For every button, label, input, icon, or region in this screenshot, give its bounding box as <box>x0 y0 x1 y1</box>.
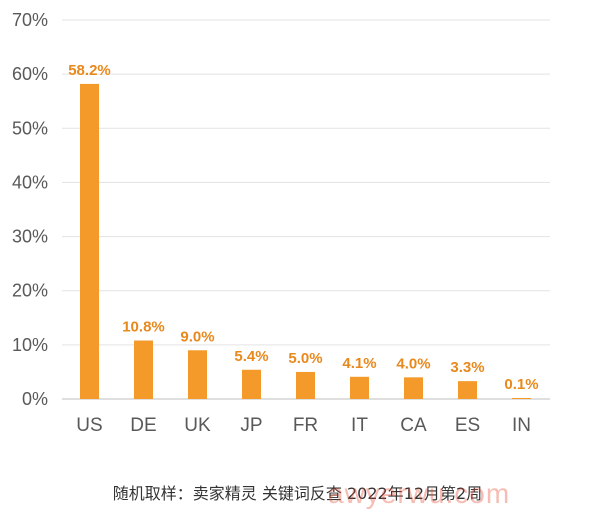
data-label-ca: 4.0% <box>396 355 430 372</box>
data-label-it: 4.1% <box>342 355 376 372</box>
category-label-ca: CA <box>400 415 427 436</box>
data-label-uk: 9.0% <box>180 328 214 345</box>
bar-fr <box>296 371 315 399</box>
y-tick-label: 40% <box>12 172 48 192</box>
data-label-in: 0.1% <box>504 376 538 393</box>
category-label-it: IT <box>351 415 368 436</box>
bar-de <box>134 340 153 399</box>
category-label-in: IN <box>512 415 531 436</box>
bar-chart: 0% 10% 20% 30% 40% 50% 60% 70% 58.2% 10.8% 9.0% 5.… <box>12 10 550 436</box>
data-label-fr: 5.0% <box>288 350 322 367</box>
data-label-es: 3.3% <box>450 359 484 376</box>
category-label-fr: FR <box>293 415 318 436</box>
y-tick-label: 10% <box>12 335 48 355</box>
category-label-us: US <box>76 415 102 436</box>
y-tick-label: 60% <box>12 64 48 84</box>
data-label-jp: 5.4% <box>234 348 268 365</box>
y-tick-label: 70% <box>12 10 48 30</box>
bar-us <box>80 83 99 399</box>
chart-caption: 随机取样：卖家精灵 关键词反查 2022年12月第2周 <box>112 484 483 503</box>
bar-uk <box>188 350 207 399</box>
bar-ca <box>404 377 423 399</box>
bar-it <box>350 376 369 399</box>
bar-in <box>512 398 531 399</box>
y-tick-label: 0% <box>22 389 48 409</box>
y-tick-label: 30% <box>12 227 48 247</box>
y-tick-label: 50% <box>12 118 48 138</box>
y-tick-label: 20% <box>12 281 48 301</box>
category-label-jp: JP <box>240 415 262 436</box>
bars <box>80 83 531 399</box>
x-axis-categories: US DE UK JP FR IT CA ES IN <box>76 415 531 436</box>
data-label-us: 58.2% <box>68 62 111 79</box>
y-axis-ticks: 0% 10% 20% 30% 40% 50% 60% 70% <box>12 10 48 409</box>
data-labels: 58.2% 10.8% 9.0% 5.4% 5.0% 4.1% 4.0% 3.3% 0.1% <box>68 62 538 393</box>
category-label-uk: UK <box>184 415 211 436</box>
category-label-es: ES <box>455 415 480 436</box>
bar-es <box>458 381 477 399</box>
bar-jp <box>242 369 261 399</box>
category-label-de: DE <box>130 415 156 436</box>
data-label-de: 10.8% <box>122 319 165 336</box>
